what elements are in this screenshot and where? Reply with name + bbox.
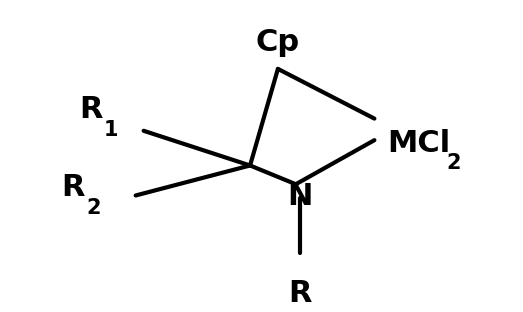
Text: 1: 1 [104, 120, 118, 140]
Text: Cp: Cp [256, 28, 300, 57]
Text: R: R [288, 279, 312, 308]
Text: R: R [61, 173, 85, 202]
Text: MCl: MCl [388, 129, 451, 158]
Text: 2: 2 [86, 198, 100, 218]
Text: N: N [287, 182, 312, 211]
Text: R: R [79, 95, 103, 124]
Text: 2: 2 [446, 153, 461, 173]
